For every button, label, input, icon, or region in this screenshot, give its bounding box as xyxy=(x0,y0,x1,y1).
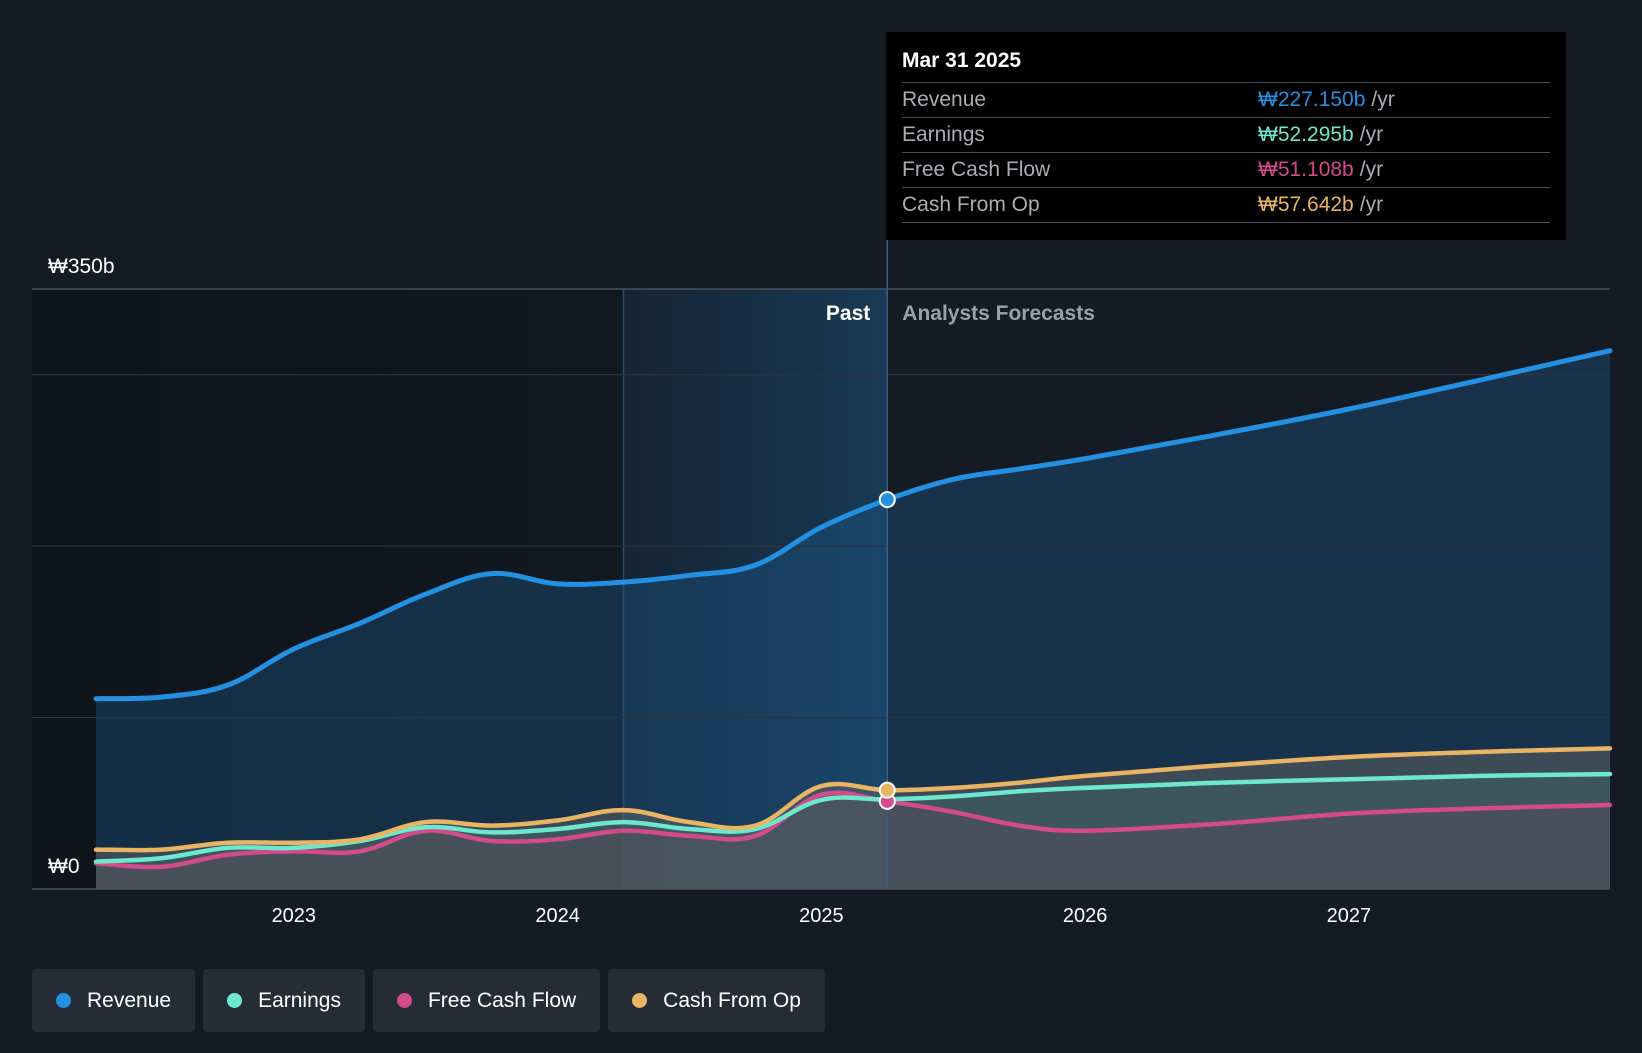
x-tick-label: 2027 xyxy=(1327,905,1372,927)
legend-label: Earnings xyxy=(258,988,341,1012)
tooltip-value: ₩227.150b xyxy=(1258,88,1366,111)
legend: Revenue Earnings Free Cash Flow Cash Fro… xyxy=(32,969,825,1032)
legend-label: Revenue xyxy=(87,988,172,1012)
legend-dot-icon xyxy=(396,993,412,1008)
legend-dot-icon xyxy=(632,993,648,1008)
x-tick-label: 2026 xyxy=(1063,905,1108,927)
tooltip-row-free-cash-flow: Free Cash Flow ₩51.108b /yr xyxy=(902,153,1550,188)
tooltip-label: Free Cash Flow xyxy=(902,158,1051,181)
x-tick-label: 2025 xyxy=(799,905,844,927)
tooltip: Mar 31 2025 Revenue ₩227.150b /yr Earnin… xyxy=(886,32,1566,240)
series-line-revenue xyxy=(93,348,1613,702)
x-tick-label: 2023 xyxy=(272,905,317,927)
series-line-free-cash-flow xyxy=(93,790,1613,870)
forecast-label: Analysts Forecasts xyxy=(902,302,1095,325)
series-line-earnings xyxy=(93,771,1613,864)
y-tick-label: ₩0 xyxy=(48,855,80,878)
tooltip-unit: /yr xyxy=(1359,193,1384,216)
tooltip-unit: /yr xyxy=(1359,123,1384,146)
x-tick-label: 2024 xyxy=(535,905,580,927)
tooltip-date: Mar 31 2025 xyxy=(902,46,1550,83)
data-point-revenue xyxy=(878,491,896,509)
tooltip-unit: /yr xyxy=(1359,158,1384,181)
tooltip-value: ₩52.295b xyxy=(1258,123,1354,146)
series-line-cash-from-op xyxy=(93,746,1613,853)
legend-label: Free Cash Flow xyxy=(427,988,577,1012)
y-tick-label: ₩350b xyxy=(48,255,115,278)
past-label: Past xyxy=(826,302,870,325)
tooltip-value: ₩51.108b xyxy=(1258,158,1354,181)
tooltip-label: Cash From Op xyxy=(902,193,1040,216)
tooltip-row-cash-from-op: Cash From Op ₩57.642b /yr xyxy=(902,188,1550,223)
tooltip-label: Revenue xyxy=(902,88,987,111)
legend-item-cash-from-op[interactable]: Cash From Op xyxy=(608,969,825,1032)
highlight-region xyxy=(623,289,888,889)
tooltip-label: Earnings xyxy=(902,123,985,146)
area-revenue xyxy=(96,350,1610,889)
legend-label: Cash From Op xyxy=(663,988,801,1012)
tooltip-row-earnings: Earnings ₩52.295b /yr xyxy=(902,118,1550,153)
tooltip-row-revenue: Revenue ₩227.150b /yr xyxy=(902,83,1550,118)
legend-dot-icon xyxy=(56,993,71,1008)
area-earnings xyxy=(96,774,1610,889)
legend-item-earnings[interactable]: Earnings xyxy=(203,969,365,1032)
legend-item-free-cash-flow[interactable]: Free Cash Flow xyxy=(372,969,601,1032)
data-point-cash-from-op xyxy=(878,781,896,799)
legend-item-revenue[interactable]: Revenue xyxy=(32,969,196,1032)
tooltip-unit: /yr xyxy=(1371,88,1395,111)
area-free-cash-flow xyxy=(96,792,1610,889)
legend-dot-icon xyxy=(227,993,243,1008)
tooltip-value: ₩57.642b xyxy=(1258,193,1354,216)
